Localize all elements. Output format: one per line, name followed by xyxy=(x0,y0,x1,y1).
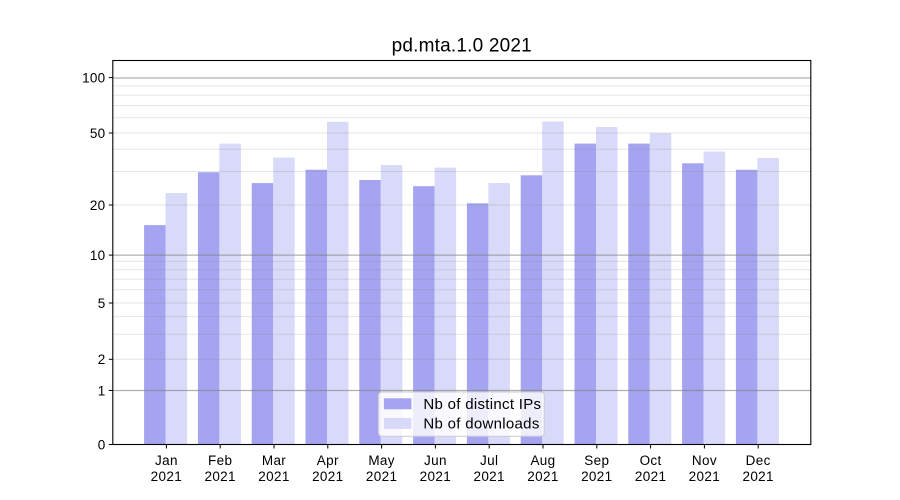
svg-text:Nb of downloads: Nb of downloads xyxy=(423,416,539,433)
svg-text:2021: 2021 xyxy=(635,469,666,484)
svg-text:2021: 2021 xyxy=(742,469,773,484)
svg-text:May: May xyxy=(368,453,395,468)
svg-text:20: 20 xyxy=(90,198,106,213)
svg-text:2021: 2021 xyxy=(258,469,289,484)
svg-text:pd.mta.1.0 2021: pd.mta.1.0 2021 xyxy=(392,35,532,56)
svg-text:100: 100 xyxy=(82,70,105,85)
svg-text:Feb: Feb xyxy=(208,453,232,468)
svg-text:2021: 2021 xyxy=(420,469,451,484)
svg-text:1: 1 xyxy=(98,383,106,398)
svg-text:2021: 2021 xyxy=(527,469,558,484)
svg-text:Sep: Sep xyxy=(584,453,609,468)
svg-text:2021: 2021 xyxy=(204,469,235,484)
svg-text:2021: 2021 xyxy=(473,469,504,484)
svg-text:5: 5 xyxy=(98,296,106,311)
svg-text:Jan: Jan xyxy=(155,453,178,468)
svg-text:0: 0 xyxy=(98,437,106,452)
svg-text:2021: 2021 xyxy=(312,469,343,484)
svg-text:2: 2 xyxy=(98,352,106,367)
svg-text:Nb of distinct IPs: Nb of distinct IPs xyxy=(423,396,541,413)
svg-text:2021: 2021 xyxy=(689,469,720,484)
svg-text:10: 10 xyxy=(90,248,106,263)
svg-text:2021: 2021 xyxy=(581,469,612,484)
svg-text:Apr: Apr xyxy=(317,453,339,468)
svg-text:Jun: Jun xyxy=(424,453,447,468)
svg-text:Oct: Oct xyxy=(640,453,662,468)
svg-text:2021: 2021 xyxy=(366,469,397,484)
svg-text:Nov: Nov xyxy=(692,453,717,468)
svg-text:Dec: Dec xyxy=(746,453,771,468)
svg-text:50: 50 xyxy=(90,126,106,141)
svg-text:Jul: Jul xyxy=(480,453,498,468)
svg-text:Mar: Mar xyxy=(262,453,286,468)
svg-text:Aug: Aug xyxy=(530,453,555,468)
svg-text:2021: 2021 xyxy=(151,469,182,484)
